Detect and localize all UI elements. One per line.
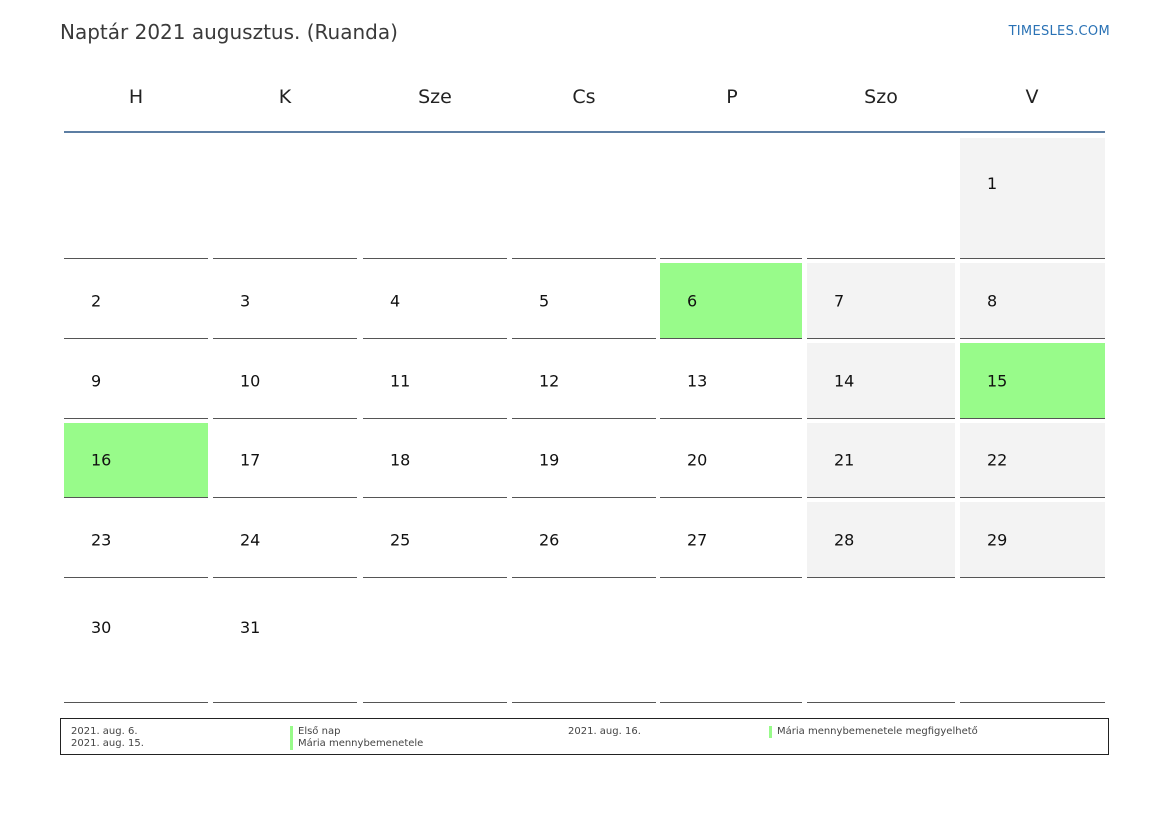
day-cell[interactable]: 20 bbox=[660, 423, 802, 498]
empty-day-cell bbox=[363, 582, 507, 703]
empty-day-cell bbox=[807, 138, 955, 259]
day-number: 4 bbox=[390, 291, 401, 310]
day-number: 30 bbox=[91, 618, 112, 637]
day-number: 24 bbox=[240, 530, 261, 549]
day-number: 28 bbox=[834, 530, 855, 549]
day-cell[interactable]: 1 bbox=[960, 138, 1105, 259]
legend-date: 2021. aug. 6. bbox=[71, 726, 138, 737]
day-number: 5 bbox=[539, 291, 550, 310]
day-number: 1 bbox=[987, 174, 998, 193]
day-cell[interactable]: 28 bbox=[807, 502, 955, 578]
day-cell[interactable]: 31 bbox=[213, 582, 357, 703]
day-number: 8 bbox=[987, 291, 998, 310]
day-cell[interactable]: 7 bbox=[807, 263, 955, 339]
day-number: 3 bbox=[240, 291, 251, 310]
day-number: 22 bbox=[987, 450, 1008, 470]
empty-day-cell bbox=[512, 582, 656, 703]
weekday-monday: H bbox=[128, 86, 144, 108]
day-cell[interactable]: 27 bbox=[660, 502, 802, 578]
day-number: 10 bbox=[240, 371, 261, 390]
day-number: 11 bbox=[390, 371, 411, 390]
day-number: 14 bbox=[834, 371, 855, 390]
day-number: 13 bbox=[687, 371, 708, 390]
day-cell[interactable]: 17 bbox=[213, 423, 357, 498]
day-cell[interactable]: 29 bbox=[960, 502, 1105, 578]
day-cell[interactable]: 9 bbox=[64, 343, 208, 419]
empty-day-cell bbox=[512, 138, 656, 259]
day-number: 2 bbox=[91, 291, 102, 310]
day-number: 12 bbox=[539, 371, 560, 390]
day-cell[interactable]: 12 bbox=[512, 343, 656, 419]
legend-date: 2021. aug. 15. bbox=[71, 738, 144, 749]
day-cell[interactable]: 3 bbox=[213, 263, 357, 339]
weekday-sunday: V bbox=[1025, 86, 1039, 108]
empty-day-cell bbox=[660, 582, 802, 703]
day-cell[interactable]: 10 bbox=[213, 343, 357, 419]
day-cell[interactable]: 18 bbox=[363, 423, 507, 498]
weekday-thursday: Cs bbox=[572, 86, 596, 108]
empty-day-cell bbox=[213, 138, 357, 259]
day-cell[interactable]: 11 bbox=[363, 343, 507, 419]
day-number: 25 bbox=[390, 530, 411, 549]
empty-day-cell bbox=[64, 138, 208, 259]
day-number: 21 bbox=[834, 450, 855, 470]
day-number: 18 bbox=[390, 450, 411, 470]
day-number: 17 bbox=[240, 450, 261, 470]
day-number: 23 bbox=[91, 530, 112, 549]
day-cell[interactable]: 30 bbox=[64, 582, 208, 703]
day-cell[interactable]: 22 bbox=[960, 423, 1105, 498]
day-number: 16 bbox=[91, 450, 112, 470]
legend-holiday-name: Első nap bbox=[290, 726, 340, 738]
empty-day-cell bbox=[807, 582, 955, 703]
day-cell[interactable]: 2 bbox=[64, 263, 208, 339]
day-cell[interactable]: 24 bbox=[213, 502, 357, 578]
day-number: 26 bbox=[539, 530, 560, 549]
day-cell[interactable]: 14 bbox=[807, 343, 955, 419]
day-cell[interactable]: 5 bbox=[512, 263, 656, 339]
weekday-wednesday: Sze bbox=[418, 86, 452, 108]
empty-day-cell bbox=[960, 582, 1105, 703]
holiday-legend: 2021. aug. 6. Első nap 2021. aug. 15. Má… bbox=[60, 718, 1109, 755]
day-cell[interactable]: 16 bbox=[64, 423, 208, 498]
day-cell[interactable]: 26 bbox=[512, 502, 656, 578]
page-title: Naptár 2021 augusztus. (Ruanda) bbox=[60, 20, 398, 44]
day-cell[interactable]: 13 bbox=[660, 343, 802, 419]
empty-day-cell bbox=[363, 138, 507, 259]
day-cell[interactable]: 19 bbox=[512, 423, 656, 498]
day-number: 15 bbox=[987, 371, 1008, 390]
legend-holiday-name: Mária mennybemenetele megfigyelhető bbox=[769, 726, 978, 738]
day-cell[interactable]: 6 bbox=[660, 263, 802, 339]
day-number: 31 bbox=[240, 618, 261, 637]
legend-holiday-name: Mária mennybemenetele bbox=[290, 738, 423, 750]
empty-day-cell bbox=[660, 138, 802, 259]
day-number: 20 bbox=[687, 450, 708, 470]
day-cell[interactable]: 4 bbox=[363, 263, 507, 339]
day-number: 19 bbox=[539, 450, 560, 470]
header-divider bbox=[64, 131, 1105, 133]
weekday-tuesday: K bbox=[278, 86, 292, 108]
legend-date: 2021. aug. 16. bbox=[568, 726, 641, 737]
day-cell[interactable]: 15 bbox=[960, 343, 1105, 419]
day-cell[interactable]: 23 bbox=[64, 502, 208, 578]
day-cell[interactable]: 21 bbox=[807, 423, 955, 498]
brand-link[interactable]: TIMESLES.COM bbox=[1008, 24, 1110, 39]
day-number: 7 bbox=[834, 291, 845, 310]
day-number: 6 bbox=[687, 291, 698, 310]
day-number: 9 bbox=[91, 371, 102, 390]
day-number: 27 bbox=[687, 530, 708, 549]
weekday-saturday: Szo bbox=[864, 86, 898, 108]
day-cell[interactable]: 25 bbox=[363, 502, 507, 578]
weekday-friday: P bbox=[726, 86, 738, 108]
day-number: 29 bbox=[987, 530, 1008, 549]
day-cell[interactable]: 8 bbox=[960, 263, 1105, 339]
